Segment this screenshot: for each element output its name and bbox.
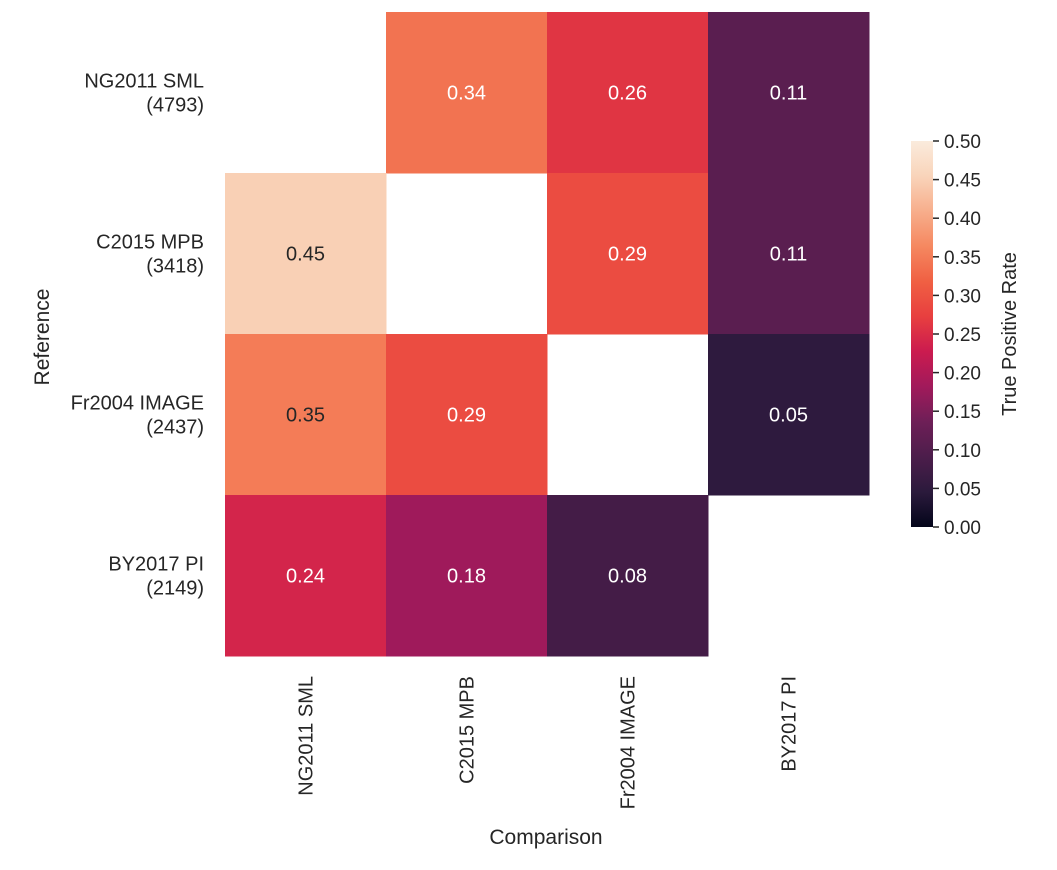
y-tick-label: NG2011 SML	[84, 71, 204, 93]
heatmap-cell	[386, 495, 548, 657]
heatmap-cell	[225, 334, 387, 496]
cell-value-label: 0.35	[286, 405, 325, 427]
colorbar-tick-label: 0.50	[944, 132, 981, 153]
colorbar-tick-label: 0.10	[944, 441, 981, 462]
cell-value-label: 0.45	[286, 244, 325, 266]
colorbar-tick-label: 0.00	[944, 518, 981, 539]
y-tick-count: (3418)	[146, 256, 204, 278]
cell-value-label: 0.29	[608, 244, 647, 266]
colorbar-title: True Positive Rate	[999, 252, 1021, 416]
colorbar-tick-label: 0.05	[944, 479, 981, 500]
cell-value-label: 0.24	[286, 566, 325, 588]
heatmap-cell	[547, 495, 709, 657]
y-tick-count: (4793)	[146, 95, 204, 117]
x-tick-label: C2015 MPB	[457, 676, 479, 784]
cell-value-label: 0.05	[769, 405, 808, 427]
cell-value-label: 0.18	[447, 566, 486, 588]
y-tick-label: Fr2004 IMAGE	[71, 393, 204, 415]
heatmap-cell	[225, 173, 387, 335]
heatmap-cell	[708, 173, 870, 335]
cell-value-label: 0.08	[608, 566, 647, 588]
x-tick-label: Fr2004 IMAGE	[618, 676, 640, 809]
heatmap-cell	[547, 12, 709, 174]
cell-value-labels: 0.34 0.26 0.11 0.45 0.29 0.11 0.35 0.29 0.05 0.24…	[286, 83, 808, 588]
heatmap-cell	[225, 495, 387, 657]
x-tick-label: BY2017 PI	[779, 676, 801, 772]
cell-value-label: 0.26	[608, 83, 647, 105]
colorbar-tick-label: 0.45	[944, 171, 981, 192]
heatmap-cell	[386, 334, 548, 496]
cell-value-label: 0.11	[770, 83, 807, 105]
y-tick-labels: NG2011 SML(4793) C2015 MPB(3418) Fr2004 IM…	[71, 71, 204, 600]
colorbar-tick-label: 0.40	[944, 209, 981, 230]
y-axis-title: Reference	[31, 289, 54, 386]
colorbar-tick-label: 0.25	[944, 325, 981, 346]
heatmap-cell	[547, 173, 709, 335]
y-tick-label: C2015 MPB	[96, 232, 204, 254]
colorbar-tick-label: 0.20	[944, 364, 981, 385]
x-tick-labels: NG2011 SML C2015 MPB Fr2004 IMAGE BY2017 PI	[296, 676, 801, 809]
y-tick-count: (2437)	[146, 417, 204, 439]
x-tick-label: NG2011 SML	[296, 676, 318, 796]
cell-value-label: 0.29	[447, 405, 486, 427]
colorbar-gradient	[911, 141, 933, 527]
cell-value-label: 0.34	[447, 83, 486, 105]
colorbar-tick-label: 0.35	[944, 248, 981, 269]
y-tick-count: (2149)	[146, 578, 204, 600]
heatmap-cell	[708, 334, 870, 496]
colorbar-tick-label: 0.30	[944, 286, 981, 307]
colorbar: 0.00 0.05 0.10 0.15 0.20 0.25 0.30 0.35 0.40 0.45…	[911, 132, 981, 539]
heatmap-cells	[225, 12, 870, 657]
x-axis-title: Comparison	[489, 826, 602, 849]
heatmap-cell	[708, 12, 870, 174]
colorbar-tick-label: 0.15	[944, 402, 981, 423]
y-tick-label: BY2017 PI	[108, 554, 204, 576]
heatmap-cell	[386, 12, 548, 174]
cell-value-label: 0.11	[770, 244, 807, 266]
